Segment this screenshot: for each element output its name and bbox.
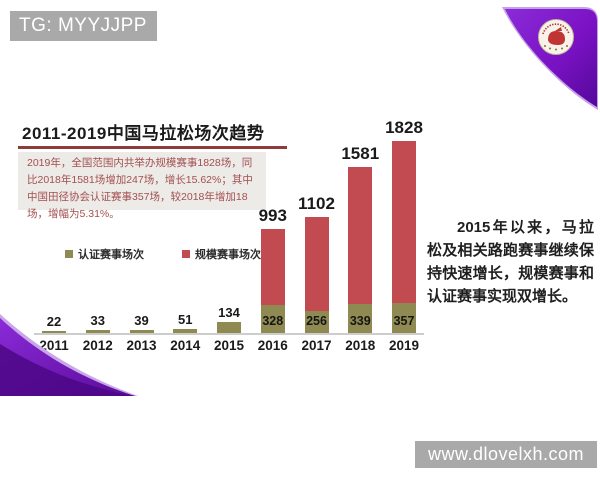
telegram-watermark-text: TG: MYYJJPP [19,15,147,36]
certified-value-label: 256 [306,314,327,328]
certified-value-label: 328 [262,314,284,328]
bar-value-label: 1828 [385,118,423,138]
bar-stack [217,321,241,333]
ribbon-highlight [502,7,598,110]
certified-events-segment [348,304,373,333]
bar-column: 1828 357 [384,118,424,333]
x-axis-tick-label: 2011 [39,338,69,353]
description-box: 2019年，全国范围内共举办规模赛事1828场，同比2018年1581场增加24… [18,152,266,220]
x-axis-tick-label: 2012 [82,338,113,353]
x-axis-tick-label: 2015 [213,338,245,353]
bar-value-label: 134 [218,304,240,320]
website-watermark-badge: www.dlovelxh.com [415,441,597,468]
bar-column: 134 [209,130,249,333]
corner-ribbon-top-right [502,7,598,110]
x-axis-labels: 2011 2012 2013 2014 2015 2016 2017 2018 2019 [34,338,424,353]
scale-events-segment [304,217,329,312]
telegram-watermark-badge: TG: MYYJJPP [10,11,157,41]
certified-events-segment [260,305,285,333]
description-text: 2019年，全国范围内共举办规模赛事1828场，同比2018年1581场增加24… [27,157,253,220]
bar-column: 22 [34,130,74,333]
logo-star-dots [544,45,568,51]
certified-events-segment [85,330,110,333]
scale-events-segment [348,167,373,305]
certified-value-label: 339 [349,314,371,328]
ribbon-body [505,9,597,107]
legend-label-scale: 规模赛事场次 [195,249,261,261]
x-axis-tick-label: 2017 [301,338,332,353]
bar-stack: 357 [392,141,416,333]
x-axis-tick-label: 2014 [170,338,201,353]
certified-events-segment [304,311,329,333]
logo-emblem [548,31,565,45]
legend-item-scale: 规模赛事场次 [182,246,261,262]
bar-value-label: 33 [90,313,105,329]
bar-stack [85,330,110,333]
bar-column: 1581 339 [340,130,380,333]
slide-title: 2011-2019中国马拉松场次趋势 [22,124,265,143]
x-axis-tick-label: 2016 [257,338,288,353]
bar-value-label: 993 [258,205,287,225]
bar-stack: 256 [304,217,329,333]
x-axis-tick-label: 2013 [126,338,157,353]
website-watermark-text: www.dlovelxh.com [427,444,585,464]
bar-column: 993 328 [253,130,293,333]
certified-swatch-icon [65,250,73,258]
bar-stack [42,330,66,333]
bar-value-label: 1102 [298,194,335,214]
certified-events-segment [129,329,154,333]
side-note: 2015年以来，马拉松及相关路跑赛事继续保持快速增长，规模赛事和认证赛事实现双增… [427,219,594,305]
bar-chart: 22 33 39 51 134 993 328 1102 256 1581 339 1828 357 [34,118,424,335]
scale-events-segment [260,228,285,306]
bar-column: 33 [78,130,118,333]
x-axis-tick-label: 2018 [345,338,376,353]
bar-stack: 339 [348,167,373,333]
legend-label-certified: 认证赛事场次 [78,249,144,261]
bar-value-label: 39 [134,312,149,328]
bar-value-label: 1581 [341,144,380,164]
bar-value-label: 51 [178,311,193,327]
bar-value-label: 22 [46,313,62,329]
scale-events-segment [392,141,416,303]
x-axis-tick-label: 2019 [388,338,420,353]
bar-stack: 328 [260,228,285,333]
logo-arc-text [542,23,570,35]
bar-stack [129,329,154,333]
chart-legend: 认证赛事场次 规模赛事场次 [65,246,261,262]
bar-stack [173,328,198,333]
bar-column: 51 [165,130,205,333]
logo-emblem-flag [555,27,562,31]
certified-events-segment [42,330,66,333]
scale-swatch-icon [182,250,190,258]
certified-events-segment [392,302,416,333]
title-underline [18,146,287,149]
certified-value-label: 357 [393,314,415,328]
certified-events-segment [217,321,241,333]
athletics-association-logo [538,19,574,55]
certified-events-segment [173,328,198,333]
bar-column: 1102 256 [297,130,337,333]
legend-item-certified: 认证赛事场次 [65,246,144,262]
bar-column: 39 [122,130,162,333]
